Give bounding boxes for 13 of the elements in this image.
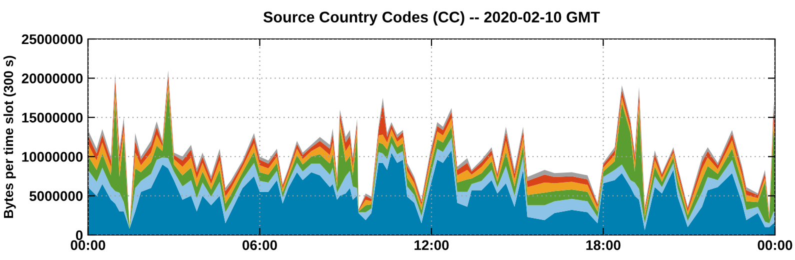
y-axis-title: Bytes per time slot (300 s) bbox=[3, 56, 16, 218]
x-tick-label: 18:00 bbox=[586, 240, 620, 250]
x-tick-label: 00:00 bbox=[70, 240, 106, 250]
x-tick-label: 00:00 bbox=[758, 240, 792, 250]
chart-title: Source Country Codes (CC) -- 2020-02-10 GMT bbox=[263, 11, 600, 26]
y-tick-label: 0 bbox=[76, 230, 83, 240]
y-tick-label: 25000000 bbox=[22, 34, 83, 44]
x-tick-label: 06:00 bbox=[242, 240, 277, 250]
y-tick-label: 15000000 bbox=[22, 112, 83, 123]
x-tick-label: 12:00 bbox=[414, 240, 449, 250]
y-tick-label: 5000000 bbox=[30, 191, 83, 201]
y-tick-label: 10000000 bbox=[22, 152, 83, 162]
y-tick-label: 20000000 bbox=[22, 74, 83, 84]
